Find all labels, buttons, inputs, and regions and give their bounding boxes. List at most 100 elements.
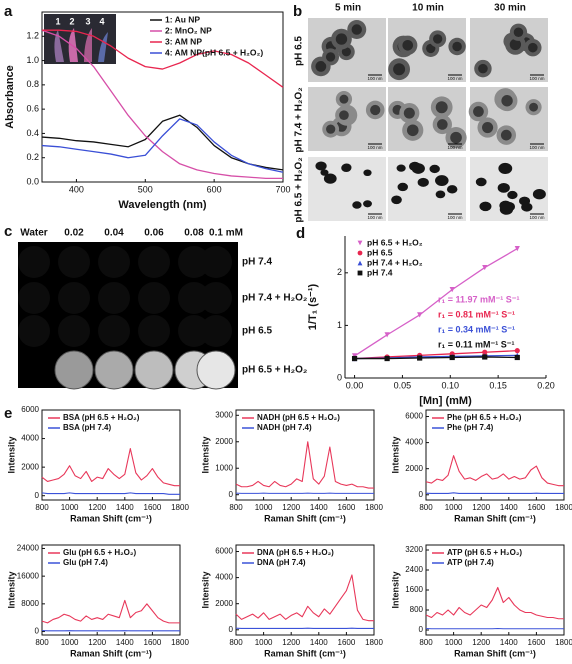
particle-core: [403, 107, 415, 119]
y-tick-label: 1: [337, 320, 342, 330]
y-tick-label: 0: [229, 490, 234, 499]
marker: [514, 246, 520, 252]
legend-label: Glu (pH 6.5 + H₂O₂): [63, 548, 136, 557]
column-header: 5 min: [335, 3, 361, 14]
x-tick-label: 1200: [282, 638, 300, 647]
legend-label: DNA (pH 6.5 + H₂O₂): [257, 548, 334, 557]
series-line: [41, 599, 180, 624]
particle: [397, 182, 409, 192]
x-axis-title: Raman Shift (cm⁻¹): [454, 648, 536, 658]
column-header: 0.04: [104, 228, 124, 239]
particle-core: [501, 95, 513, 107]
column-header: 0.1 mM: [209, 228, 243, 239]
x-tick-label: 1800: [171, 638, 189, 647]
y-tick-label: 2000: [215, 599, 233, 608]
panel-label: e: [4, 405, 12, 422]
x-tick-label: 800: [229, 638, 243, 647]
panel-label: b: [293, 3, 302, 20]
scale-bar-label: 100 nm: [529, 145, 544, 150]
particle-core: [478, 63, 488, 74]
legend-label: 4: AM NP(pH 6.5 + H₂O₂): [165, 47, 263, 57]
phantom: [200, 315, 232, 347]
phantom: [98, 282, 130, 314]
y-tick-label: 3200: [405, 545, 423, 554]
x-tick-label: 1600: [528, 638, 546, 647]
x-axis-title: Raman Shift (cm⁻¹): [454, 513, 536, 523]
phantom: [98, 246, 130, 278]
marker: [384, 332, 390, 338]
series-line: [354, 350, 518, 360]
row-label: pH 7.4 + H₂O₂: [242, 293, 307, 304]
column-header: 0.02: [64, 228, 84, 239]
x-axis-title: Raman Shift (cm⁻¹): [70, 513, 152, 523]
x-axis-title: Raman Shift (cm⁻¹): [264, 648, 346, 658]
x-tick-label: 1000: [61, 503, 79, 512]
particle-core: [351, 24, 362, 35]
panel-label: d: [296, 225, 305, 242]
y-tick-label: 0: [419, 625, 424, 634]
row-label: pH 6.5 + H₂O₂: [242, 365, 307, 376]
x-axis-title: Raman Shift (cm⁻¹): [264, 513, 346, 523]
marker: [449, 287, 455, 293]
row-label: pH 6.5 + H₂O₂: [294, 157, 305, 222]
scale-bar-label: 100 nm: [529, 215, 544, 220]
particle-core: [437, 119, 448, 130]
marker: [482, 354, 488, 360]
y-tick-label: 1600: [405, 585, 423, 594]
series-line: [41, 29, 283, 180]
x-tick-label: 400: [69, 184, 84, 194]
row-label: pH 6.5: [242, 326, 272, 337]
x-tick-label: 800: [35, 638, 49, 647]
x-tick-label: 0.15: [489, 380, 507, 390]
legend-marker: [357, 260, 363, 266]
scale-bar-label: 100 nm: [447, 215, 462, 220]
x-tick-label: 500: [138, 184, 153, 194]
y-axis-title: 1/T₁ (s⁻¹): [307, 283, 319, 330]
particle-core: [315, 61, 327, 72]
legend-label: Phe (pH 7.4): [447, 423, 494, 432]
y-tick-label: 0: [419, 490, 424, 499]
particle: [323, 173, 337, 184]
inset-label: 2: [69, 16, 74, 26]
annotation: r₁ = 0.11 mM⁻¹ S⁻¹: [438, 339, 515, 349]
column-header: 10 min: [412, 3, 444, 14]
y-tick-label: 8000: [21, 599, 39, 608]
y-tick-label: 4000: [405, 438, 423, 447]
particle-core: [482, 121, 494, 134]
y-tick-label: 0.2: [26, 152, 39, 162]
legend-label: 2: MnO₂ NP: [165, 25, 212, 35]
particle: [417, 177, 429, 187]
column-header: 0.06: [144, 228, 164, 239]
y-tick-label: 1.2: [26, 31, 39, 41]
plot-frame: [41, 409, 181, 501]
x-tick-label: 1200: [88, 503, 106, 512]
legend-label: Phe (pH 6.5 + H₂O₂): [447, 413, 522, 422]
y-tick-label: 2: [337, 267, 342, 277]
particle: [479, 201, 492, 212]
legend-label: pH 6.5: [367, 247, 393, 257]
phantom: [58, 246, 90, 278]
x-tick-label: 1200: [282, 503, 300, 512]
y-tick-label: 6000: [21, 405, 39, 414]
series-line: [425, 455, 564, 487]
y-tick-label: 0: [229, 625, 234, 634]
annotation: r₁ = 0.81 mM⁻¹ S⁻¹: [438, 309, 515, 319]
particle: [391, 195, 402, 205]
x-tick-label: 1400: [310, 503, 328, 512]
particle: [499, 200, 512, 211]
particle-core: [473, 106, 484, 117]
y-tick-label: 0.0: [26, 176, 39, 186]
x-tick-label: 1400: [500, 503, 518, 512]
phantom: [200, 282, 232, 314]
row-label: pH 6.5: [294, 36, 305, 66]
series-line: [425, 586, 564, 620]
particle-core: [370, 104, 381, 116]
particle-core: [450, 131, 462, 144]
y-tick-label: 0: [35, 627, 40, 636]
y-tick-label: 4000: [215, 573, 233, 582]
x-tick-label: 0.10: [442, 380, 460, 390]
phantom: [94, 350, 134, 390]
y-tick-label: 2000: [215, 437, 233, 446]
phantom: [178, 246, 210, 278]
legend-label: BSA (pH 6.5 + H₂O₂): [63, 413, 140, 422]
